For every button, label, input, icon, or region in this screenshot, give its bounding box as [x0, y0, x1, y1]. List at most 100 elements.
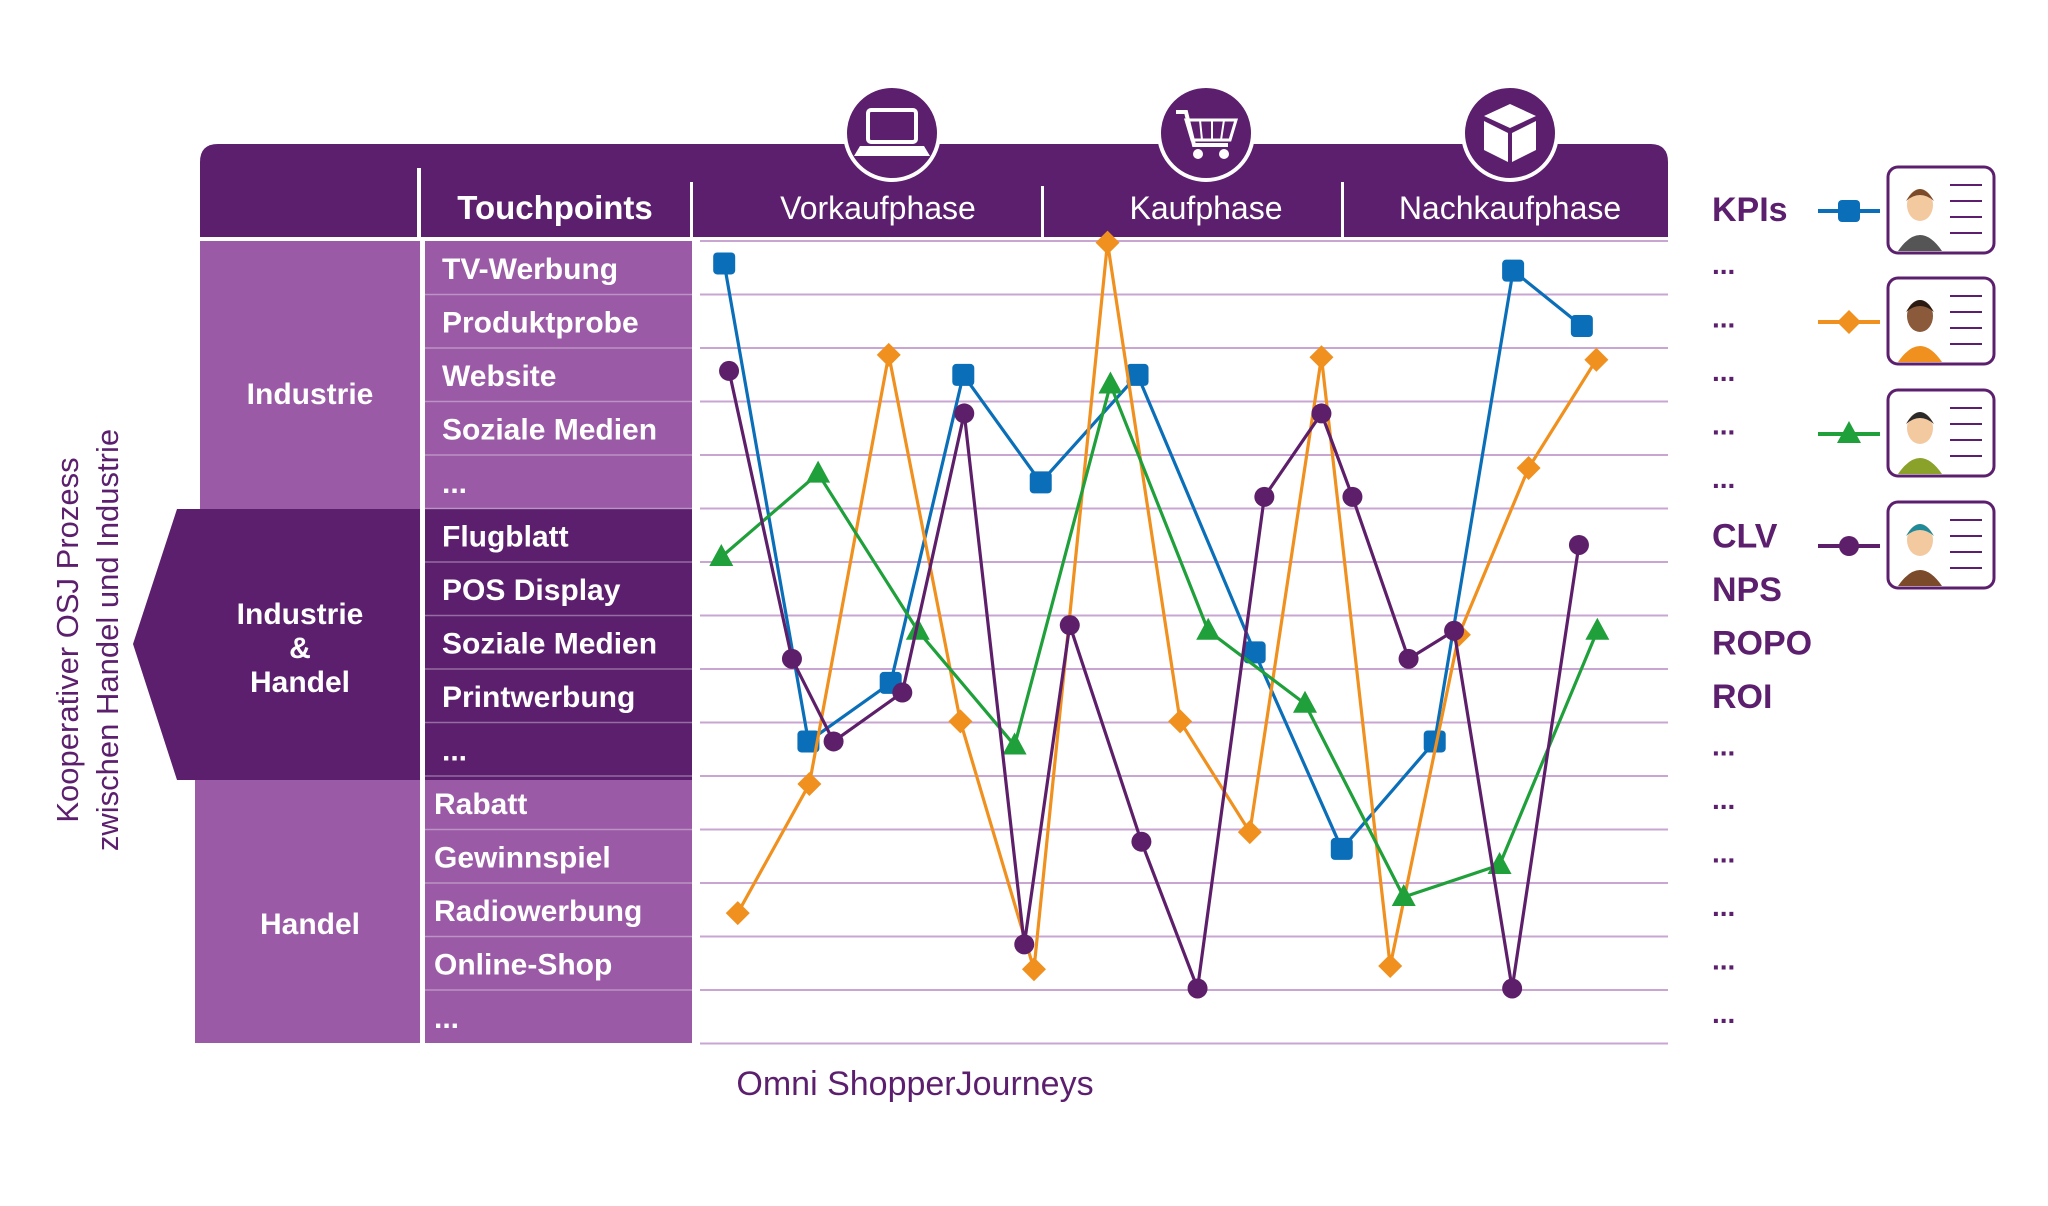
data-point-persona-4-6: [1059, 615, 1080, 636]
phase-nachkauf-header: Nachkaufphase: [1399, 190, 1621, 226]
touchpoint-row-label: Online-Shop: [434, 948, 612, 981]
touchpoint-row-label: ...: [442, 467, 467, 500]
kpi-item: ...: [1712, 302, 1735, 333]
legend-item-persona-3: [1818, 388, 1996, 478]
legend-item-persona-2: [1818, 276, 1996, 366]
kpi-item: ...: [1712, 784, 1735, 815]
data-point-persona-1-8: [1423, 730, 1446, 753]
legend-marker-persona-4: [1839, 536, 1859, 556]
kpi-item: ...: [1712, 837, 1735, 868]
kpi-item: NPS: [1712, 571, 1782, 609]
data-point-persona-1-0: [713, 252, 736, 275]
kpi-item: ROI: [1712, 678, 1772, 716]
kpi-item: ...: [1712, 409, 1735, 440]
data-point-persona-2-3: [948, 709, 973, 734]
data-point-persona-4-10: [1311, 403, 1332, 424]
kpi-item: ...: [1712, 944, 1735, 975]
data-point-persona-2-4: [1021, 957, 1046, 982]
legend-item-persona-1: [1818, 165, 1996, 255]
data-point-persona-4-13: [1444, 620, 1465, 641]
data-point-persona-2-5: [1095, 230, 1120, 255]
data-point-persona-4-11: [1342, 486, 1363, 507]
kpi-item: ...: [1712, 356, 1735, 387]
group-label-industrie: Industrie: [247, 378, 374, 411]
group-label-handel: Handel: [260, 908, 360, 941]
data-point-persona-4-14: [1502, 978, 1523, 999]
data-point-persona-1-9: [1502, 259, 1525, 282]
kpi-item: ...: [1712, 998, 1735, 1029]
legend-marker-persona-3: [1837, 421, 1861, 443]
persona-card-icon: [1886, 388, 1996, 478]
phase-kauf-header: Kaufphase: [1129, 190, 1282, 226]
data-point-persona-2-9: [1378, 954, 1403, 979]
data-point-persona-3-4: [1098, 371, 1123, 394]
touchpoint-row-label: Produktprobe: [442, 306, 639, 339]
touchpoint-row-label: Soziale Medien: [442, 413, 657, 446]
shopping-cart-icon: [1157, 84, 1255, 182]
group-industrie-block: [200, 241, 420, 509]
series-persona-3: [709, 371, 1610, 907]
series-line-persona-4: [727, 370, 1581, 991]
kpi-item: ROPO: [1712, 624, 1812, 662]
data-point-persona-3-5: [1196, 617, 1221, 640]
kpi-item: ...: [1712, 249, 1735, 280]
persona-card-icon: [1886, 276, 1996, 366]
data-point-persona-4-3: [892, 682, 913, 703]
data-point-persona-1-6: [1243, 641, 1266, 664]
data-point-persona-2-7: [1237, 820, 1262, 845]
touchpoint-row-label: Soziale Medien: [442, 627, 657, 660]
touchpoint-row-label: Rabatt: [434, 788, 527, 821]
touchpoint-row-label: TV-Werbung: [442, 253, 618, 286]
data-point-persona-4-7: [1131, 831, 1152, 852]
data-point-persona-4-5: [1014, 934, 1035, 955]
data-point-persona-2-11: [1516, 455, 1541, 480]
series-persona-2: [725, 230, 1609, 982]
series-line-persona-3: [720, 382, 1599, 899]
group-handel-block: [195, 780, 420, 1043]
legend-item-persona-4: [1818, 500, 1996, 590]
kpi-item: ...: [1712, 463, 1735, 494]
data-point-persona-2-1: [797, 771, 822, 796]
group-label-mixed-2: &: [289, 632, 311, 665]
legend-marker-persona-1: [1838, 200, 1860, 222]
data-point-persona-4-0: [719, 360, 740, 381]
side-label-line2: zwischen Handel und Industrie: [90, 429, 125, 851]
touchpoint-row-label: Website: [442, 360, 556, 393]
series-line-persona-2: [736, 241, 1598, 971]
data-point-persona-3-9: [1585, 617, 1610, 640]
touchpoint-row-label: Radiowerbung: [434, 895, 642, 928]
group-mixed-block: [133, 509, 420, 780]
data-point-persona-1-1: [797, 730, 820, 753]
data-point-persona-4-15: [1568, 534, 1589, 555]
data-point-persona-3-1: [806, 460, 831, 483]
data-point-persona-4-4: [954, 403, 975, 424]
data-point-persona-2-6: [1168, 709, 1193, 734]
laptop-icon: [843, 84, 941, 182]
kpi-item: ...: [1712, 891, 1735, 922]
data-point-persona-4-8: [1187, 978, 1208, 999]
data-point-persona-3-3: [1002, 732, 1027, 755]
data-point-persona-1-3: [952, 363, 975, 386]
data-point-persona-1-5: [1126, 363, 1149, 386]
touchpoint-row-label: Gewinnspiel: [434, 841, 611, 874]
data-point-persona-4-1: [781, 648, 802, 669]
group-label-mixed-1: Industrie: [237, 598, 364, 631]
touchpoint-row-label: Flugblatt: [442, 520, 569, 553]
data-point-persona-3-6: [1293, 690, 1317, 713]
kpi-item: CLV: [1712, 517, 1778, 555]
package-box-icon: [1461, 84, 1559, 182]
footer-title: Omni ShopperJourneys: [736, 1065, 1093, 1103]
persona-card-icon: [1886, 500, 1996, 590]
data-point-persona-2-8: [1309, 345, 1334, 370]
data-point-persona-1-7: [1330, 837, 1353, 860]
header-bar: [200, 144, 1668, 237]
kpi-item: ...: [1712, 730, 1735, 761]
data-point-persona-1-10: [1570, 315, 1593, 338]
touchpoint-row-label: ...: [434, 1002, 459, 1035]
series-persona-1: [713, 252, 1593, 860]
data-point-persona-2-0: [725, 901, 750, 926]
data-point-persona-3-0: [709, 543, 734, 566]
touchpoints-header: Touchpoints: [457, 189, 653, 226]
data-point-persona-4-2: [823, 731, 844, 752]
